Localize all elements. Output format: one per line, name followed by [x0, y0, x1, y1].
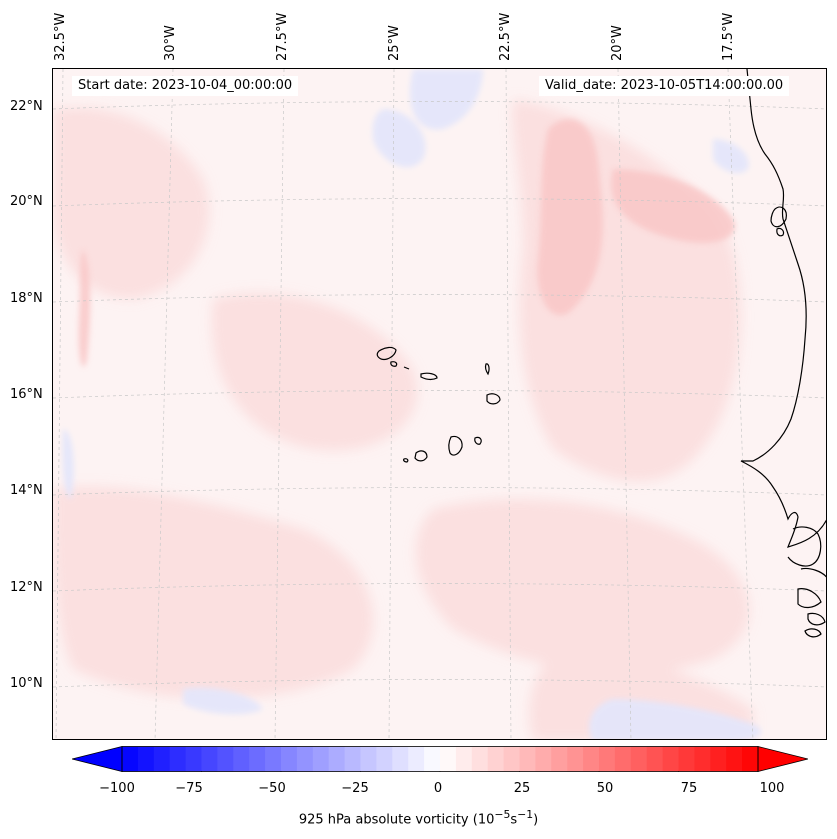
lat-label-16n: 16°N	[10, 387, 43, 402]
colorbar-segment	[376, 746, 393, 772]
colorbar-segment	[153, 746, 171, 772]
lon-label-27-5w: 27.5°W	[275, 12, 290, 61]
colorbar-segment	[455, 746, 473, 772]
map-panel	[52, 68, 827, 740]
colorbar-segment	[535, 746, 552, 772]
colorbar-tick-label: 25	[513, 781, 531, 796]
colorbar-segment	[312, 746, 330, 772]
colorbar-segment	[440, 746, 457, 772]
lon-label-30w: 30°W	[163, 25, 178, 61]
colorbar-segment	[678, 746, 695, 772]
lat-label-20n: 20°N	[10, 194, 43, 209]
colorbar-tick-label: −25	[341, 781, 369, 796]
colorbar-tick-label: 0	[433, 781, 443, 796]
lat-label-10n: 10°N	[10, 676, 43, 691]
colorbar-segment	[726, 746, 743, 772]
graticule	[53, 69, 826, 739]
negative-vorticity-patches	[62, 69, 762, 739]
colorbar-segment	[217, 746, 234, 772]
colorbar-extend-left	[72, 746, 123, 772]
colorbar-segment	[694, 746, 711, 772]
colorbar-segment	[646, 746, 664, 772]
colorbar-segment	[296, 746, 314, 772]
colorbar-extend-right	[757, 746, 808, 772]
colorbar-segment	[328, 746, 346, 772]
colorbar-segment	[662, 746, 680, 772]
colorbar-tick-label: −50	[258, 781, 286, 796]
colorbar-segment	[344, 746, 362, 772]
lat-label-18n: 18°N	[10, 291, 43, 306]
colorbar-segment	[630, 746, 648, 772]
colorbar-segment	[710, 746, 727, 772]
cape-verde-islands	[376, 346, 501, 463]
positive-vorticity-core	[78, 119, 735, 367]
lat-label-12n: 12°N	[10, 580, 43, 595]
colorbar	[72, 746, 808, 772]
valid-date-label: Valid_date: 2023-10-05T14:00:00.00	[539, 76, 790, 96]
colorbar-segment	[551, 746, 568, 772]
colorbar-segment	[137, 746, 155, 772]
colorbar-segment	[424, 746, 441, 772]
colorbar-segment	[614, 746, 632, 772]
colorbar-segment	[249, 746, 266, 772]
colorbar-segment	[583, 746, 600, 772]
start-date-label: Start date: 2023-10-04_00:00:00	[72, 76, 299, 96]
colorbar-segment	[201, 746, 218, 772]
colorbar-tick-label: 75	[680, 781, 698, 796]
colorbar-segment	[122, 746, 139, 772]
colorbar-tick-label: 100	[759, 781, 785, 796]
colorbar-segment	[599, 746, 616, 772]
colorbar-segment	[503, 746, 521, 772]
lon-label-25w: 25°W	[387, 25, 402, 61]
africa-coastline	[740, 69, 826, 638]
colorbar-segment	[742, 746, 759, 772]
colorbar-segment	[408, 746, 425, 772]
vorticity-field	[53, 69, 826, 739]
colorbar-tick-label: −75	[175, 781, 203, 796]
colorbar-segment	[471, 746, 489, 772]
colorbar-segment	[265, 746, 282, 772]
colorbar-segment	[169, 746, 187, 772]
lon-label-17-5w: 17.5°W	[721, 12, 736, 61]
colorbar-segment	[281, 746, 298, 772]
colorbar-ticks	[121, 771, 759, 772]
colorbar-label: 925 hPa absolute vorticity (10−5s−1)	[298, 808, 539, 828]
colorbar-segment	[487, 746, 505, 772]
colorbar-segment	[392, 746, 409, 772]
lat-label-22n: 22°N	[10, 99, 43, 114]
colorbar-segment	[233, 746, 250, 772]
colorbar-segment	[185, 746, 203, 772]
colorbar-segments	[122, 746, 759, 772]
lat-label-14n: 14°N	[10, 483, 43, 498]
colorbar-tick-label: 50	[596, 781, 614, 796]
lon-label-32-5w: 32.5°W	[53, 12, 68, 61]
colorbar-segment	[567, 746, 584, 772]
colorbar-segment	[519, 746, 536, 772]
lon-label-22-5w: 22.5°W	[498, 12, 513, 61]
colorbar-tick-label: −100	[99, 781, 135, 796]
colorbar-segment	[360, 746, 377, 772]
lon-label-20w: 20°W	[610, 25, 625, 61]
